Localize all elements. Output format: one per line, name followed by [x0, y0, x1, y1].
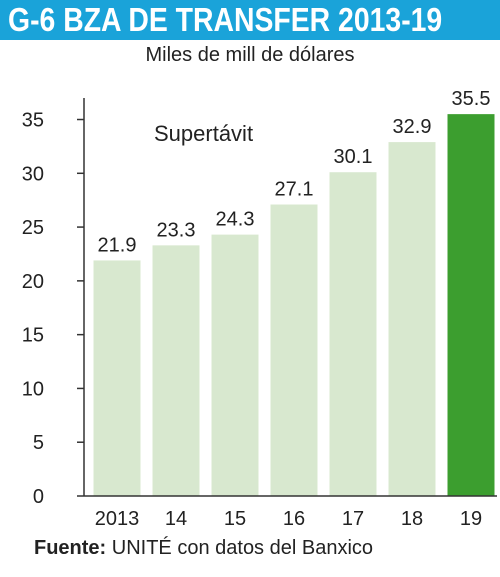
bar-15	[211, 234, 259, 496]
y-tick-label-5: 5	[33, 432, 44, 454]
chart-subtitle: Miles de mill de dólares	[145, 44, 355, 66]
annotation-supertavit: Supertávit	[154, 121, 253, 146]
y-tick-label-35: 35	[22, 110, 44, 132]
y-tick-label-30: 30	[22, 163, 44, 185]
value-label-17: 30.1	[334, 146, 373, 168]
value-label-2013: 21.9	[98, 234, 137, 256]
x-tick-label-16: 16	[283, 508, 305, 530]
bar-16	[270, 204, 318, 497]
bar-18	[388, 142, 436, 496]
x-tick-label-18: 18	[401, 508, 423, 530]
value-label-16: 27.1	[275, 178, 314, 200]
x-tick-label-14: 14	[165, 508, 187, 530]
x-tick-label-2013: 2013	[95, 508, 140, 530]
chart-title: G-6 BZA DE TRANSFER 2013-19	[8, 1, 443, 38]
value-label-15: 24.3	[216, 209, 255, 231]
bar-19	[447, 114, 495, 496]
source-label: Fuente:	[34, 537, 107, 559]
y-tick-label-20: 20	[22, 271, 44, 293]
bar-2013	[93, 260, 141, 496]
x-tick-label-15: 15	[224, 508, 246, 530]
value-label-14: 23.3	[157, 219, 196, 241]
x-tick-label-19: 19	[460, 508, 482, 530]
bar-17	[329, 172, 377, 496]
y-tick-label-15: 15	[22, 325, 44, 347]
bar-14	[152, 245, 200, 496]
title-banner: G-6 BZA DE TRANSFER 2013-19	[0, 0, 500, 40]
value-label-19: 35.5	[452, 88, 491, 110]
source-note: Fuente: UNITÉ con datos del Banxico	[34, 537, 373, 560]
source-text: UNITÉ con datos del Banxico	[106, 537, 374, 559]
value-label-18: 32.9	[393, 116, 432, 138]
y-tick-label-10: 10	[22, 378, 44, 400]
x-tick-label-17: 17	[342, 508, 364, 530]
y-tick-label-0: 0	[33, 486, 44, 508]
y-tick-label-25: 25	[22, 217, 44, 239]
